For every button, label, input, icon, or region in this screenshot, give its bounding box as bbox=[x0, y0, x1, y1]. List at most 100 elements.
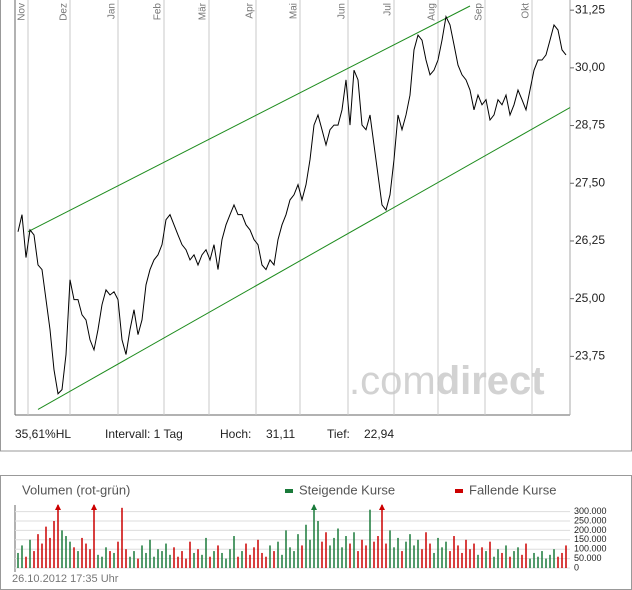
volume-bar bbox=[353, 532, 355, 568]
volume-bar bbox=[165, 543, 167, 568]
x-tick-label: Feb bbox=[153, 3, 164, 21]
volume-bar bbox=[385, 543, 387, 568]
volume-bar bbox=[161, 551, 163, 568]
overflow-arrow bbox=[311, 504, 317, 510]
x-tick-label: Dez bbox=[59, 3, 70, 21]
volume-bar bbox=[233, 536, 235, 568]
y-tick-label: 250.000 bbox=[574, 515, 607, 525]
y-tick-label: 25,00 bbox=[575, 291, 605, 305]
volume-bar bbox=[85, 543, 87, 568]
volume-bar bbox=[133, 551, 135, 568]
volume-bar bbox=[97, 554, 99, 568]
volume-bar bbox=[473, 543, 475, 568]
range: 35,61%HL bbox=[15, 427, 71, 441]
volume-bar bbox=[117, 541, 119, 568]
volume-bar bbox=[461, 552, 463, 568]
volume-bar bbox=[257, 539, 259, 568]
volume-bar bbox=[277, 541, 279, 568]
volume-bar bbox=[397, 537, 399, 568]
price-line bbox=[17, 14, 567, 395]
volume-bar bbox=[285, 530, 287, 568]
volume-bar bbox=[489, 541, 491, 568]
volume-bar bbox=[481, 547, 483, 568]
volume-bar bbox=[441, 547, 443, 568]
x-tick-label: Okt bbox=[521, 3, 532, 19]
volume-bar bbox=[477, 554, 479, 568]
volume-bar bbox=[121, 507, 123, 568]
volume-bar bbox=[413, 545, 415, 568]
x-tick-label: Nov bbox=[17, 3, 28, 21]
volume-bar bbox=[141, 545, 143, 568]
volume-bar bbox=[321, 541, 323, 568]
volume-bar bbox=[361, 539, 363, 568]
volume-bar bbox=[45, 526, 47, 568]
watermark-part: .com bbox=[349, 359, 436, 403]
volume-bar bbox=[125, 549, 127, 568]
volume-bar bbox=[405, 541, 407, 568]
volume-bar bbox=[245, 543, 247, 568]
volume-bar bbox=[305, 524, 307, 568]
volume-bar bbox=[541, 551, 543, 568]
volume-bar bbox=[421, 549, 423, 568]
y-tick-label: 150.000 bbox=[574, 534, 607, 544]
volume-bar bbox=[201, 554, 203, 568]
legend-swatch bbox=[455, 489, 463, 493]
x-tick-label: Jan bbox=[107, 3, 118, 19]
volume-bar bbox=[325, 532, 327, 568]
volume-bar bbox=[33, 551, 35, 568]
volume-bar bbox=[553, 549, 555, 568]
volume-bar bbox=[345, 536, 347, 568]
volume-bar bbox=[313, 505, 315, 568]
volume-bar bbox=[69, 541, 71, 568]
y-tick-label: 31,25 bbox=[575, 2, 605, 16]
volume-bar bbox=[101, 556, 103, 568]
y-tick-label: 30,00 bbox=[575, 60, 605, 74]
y-tick-label: 26,25 bbox=[575, 233, 605, 247]
overflow-arrow bbox=[55, 504, 61, 510]
x-tick-label: Jun bbox=[337, 3, 348, 19]
volume-title: Volumen (rot-grün) bbox=[22, 482, 130, 497]
volume-bar bbox=[213, 551, 215, 568]
overflow-arrow bbox=[379, 504, 385, 510]
volume-bar bbox=[185, 558, 187, 568]
volume-bar bbox=[289, 547, 291, 568]
volume-bar bbox=[533, 552, 535, 568]
volume-bar bbox=[21, 545, 23, 568]
volume-bar bbox=[329, 545, 331, 568]
volume-bar bbox=[317, 520, 319, 568]
volume-bar bbox=[145, 552, 147, 568]
volume-bar bbox=[137, 558, 139, 568]
legend-label: Fallende Kurse bbox=[469, 482, 556, 497]
x-tick-label: Mai bbox=[289, 3, 300, 19]
volume-bar bbox=[301, 545, 303, 568]
volume-bar bbox=[225, 558, 227, 568]
low-label: Tief: bbox=[327, 427, 350, 441]
volume-bar bbox=[517, 547, 519, 568]
volume-bar bbox=[77, 551, 79, 568]
volume-bar bbox=[93, 505, 95, 568]
volume-bar bbox=[565, 545, 567, 568]
volume-bar bbox=[297, 534, 299, 568]
volume-bar bbox=[337, 528, 339, 568]
volume-bar bbox=[293, 551, 295, 568]
volume-bar bbox=[349, 543, 351, 568]
low: 22,94 bbox=[364, 427, 394, 441]
volume-bar bbox=[177, 556, 179, 568]
trend-line bbox=[37, 107, 571, 410]
x-tick-label: Aug bbox=[427, 3, 438, 21]
volume-bar bbox=[485, 551, 487, 568]
volume-bar bbox=[109, 551, 111, 568]
y-tick-label: 28,75 bbox=[575, 118, 605, 132]
volume-bar bbox=[377, 536, 379, 568]
volume-bar bbox=[129, 556, 131, 568]
high: 31,11 bbox=[266, 427, 295, 441]
high-label: Hoch: bbox=[220, 427, 251, 441]
volume-bar bbox=[381, 505, 383, 568]
volume-bar bbox=[409, 534, 411, 568]
volume-bar bbox=[181, 551, 183, 568]
volume-bar bbox=[149, 539, 151, 568]
interval: Intervall: 1 Tag bbox=[105, 427, 183, 441]
volume-bar bbox=[389, 530, 391, 568]
y-tick-label: 50.000 bbox=[574, 553, 602, 563]
